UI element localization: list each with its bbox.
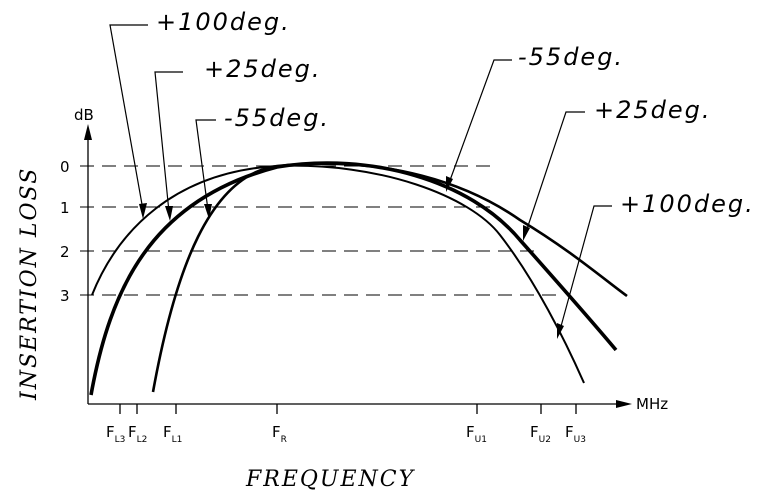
x-tick-label: FL1	[163, 423, 182, 445]
leader-right-plus-100	[559, 205, 612, 331]
leader-arrow	[165, 206, 173, 221]
y-tick-label: 2	[60, 243, 70, 261]
x-axis-arrow	[616, 400, 632, 408]
leader-right-plus-25	[525, 111, 585, 233]
annotation-right-plus-100: +100deg.	[620, 190, 755, 218]
leader-left-plus-100	[109, 24, 148, 211]
y-axis-title: INSERTION LOSS	[17, 167, 42, 401]
annotation-right-plus-25: +25deg.	[594, 96, 712, 124]
annotation-left-plus-100: +100deg.	[156, 8, 291, 36]
leader-arrow	[446, 176, 453, 192]
leader-arrow	[523, 225, 530, 241]
annotation-left-plus-25: +25deg.	[204, 55, 322, 83]
x-tick-label: FL2	[128, 423, 147, 445]
y-unit-label: dB	[74, 106, 94, 124]
x-tick-label: FR	[272, 423, 287, 445]
x-unit-label: MHz	[636, 395, 668, 413]
leader-arrow	[204, 204, 212, 219]
curve-minus-55deg	[151, 162, 628, 393]
curve-plus-100deg	[91, 164, 585, 384]
leader-left-minus-55	[195, 119, 216, 211]
leader-arrow	[139, 203, 147, 219]
x-axis-title: FREQUENCY	[245, 467, 416, 492]
annotation-right-minus-55: -55deg.	[518, 43, 624, 71]
x-tick-label: FL3	[106, 423, 125, 445]
x-tick-label: FU2	[530, 423, 551, 445]
annotation-left-minus-55: -55deg.	[224, 104, 330, 132]
y-tick-label: 0	[60, 158, 70, 176]
leader-right-minus-55	[448, 59, 512, 184]
y-tick-label: 3	[60, 287, 70, 305]
leader-left-plus-25	[154, 71, 183, 213]
x-tick-label: FU3	[565, 423, 586, 445]
y-axis-arrow	[84, 124, 92, 140]
x-tick-label: FU1	[466, 423, 487, 445]
leader-arrow	[557, 323, 564, 339]
y-tick-label: 1	[60, 199, 70, 217]
